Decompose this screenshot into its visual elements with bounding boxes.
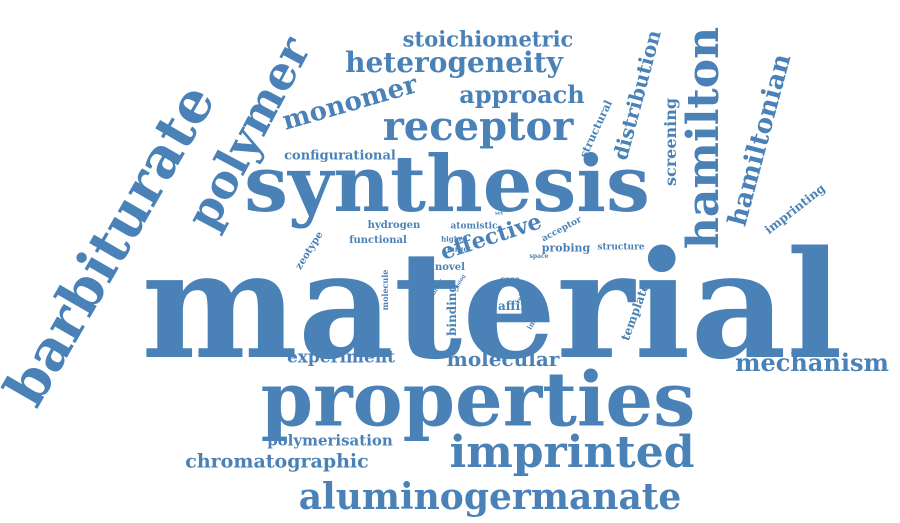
word-screening: screening bbox=[661, 97, 680, 187]
word-experiment: experiment bbox=[286, 347, 396, 368]
word-case: case bbox=[500, 274, 520, 284]
word-set: set bbox=[494, 210, 504, 217]
word-mips: mips bbox=[488, 282, 502, 289]
word-mechanism: mechanism bbox=[735, 348, 889, 377]
word-configurational: configurational bbox=[284, 148, 396, 164]
word-receptor: receptor bbox=[382, 103, 574, 150]
word-space: space bbox=[529, 253, 549, 260]
word-imprinted: imprinted bbox=[449, 427, 695, 478]
word-synthesis: synthesis bbox=[244, 139, 650, 230]
word-aluminogermanate: aluminogermanate bbox=[298, 476, 682, 518]
word-higher: higher bbox=[441, 234, 467, 244]
word-chromatographic: chromatographic bbox=[185, 450, 369, 473]
word-hamilton: hamilton bbox=[678, 26, 729, 250]
word-novel: novel bbox=[435, 262, 465, 273]
word-polymerisation: polymerisation bbox=[267, 431, 393, 450]
word-material: material bbox=[141, 218, 843, 392]
word-molecular: molecular bbox=[446, 347, 560, 371]
word-affinity: affinity bbox=[498, 299, 546, 313]
word-model: model bbox=[497, 314, 533, 325]
word-atomistic: atomistic bbox=[450, 221, 498, 232]
word-binding: binding bbox=[445, 284, 459, 336]
word-stoichiometric: stoichiometric bbox=[402, 26, 574, 52]
word-hydrogen: hydrogen bbox=[367, 220, 421, 231]
word-heterogeneity: heterogeneity bbox=[345, 46, 563, 79]
word-structure: structure bbox=[597, 242, 645, 253]
word-properties: properties bbox=[260, 355, 696, 444]
word-molecule: molecule bbox=[380, 269, 390, 311]
word-functional: functional bbox=[349, 235, 407, 246]
word-target: target bbox=[446, 244, 472, 254]
word-probing: probing bbox=[541, 241, 591, 255]
word-hamiltonian: hamiltonian bbox=[722, 50, 798, 230]
word-approach: approach bbox=[459, 80, 585, 109]
